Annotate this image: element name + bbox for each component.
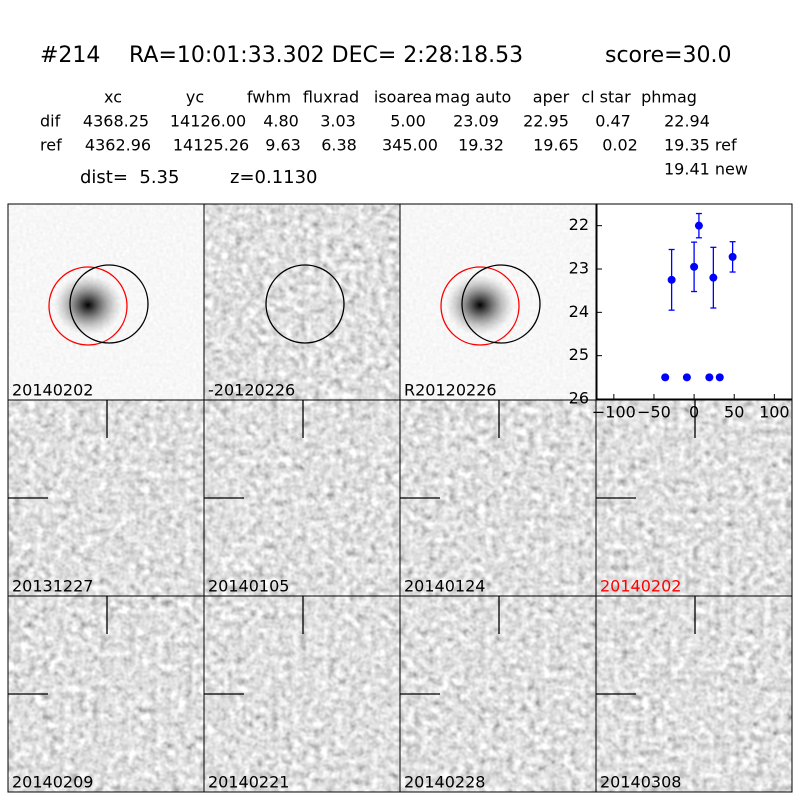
aperture	[69, 264, 149, 344]
aperture	[461, 264, 541, 344]
cell: 9.63	[265, 136, 301, 155]
cell: 345.00	[382, 136, 438, 155]
column-header: xc	[104, 88, 122, 107]
cell: 3.03	[320, 112, 356, 131]
point	[705, 373, 714, 382]
galaxy	[54, 275, 122, 335]
row-label: ref	[40, 136, 62, 155]
stamp-label: -20120226	[208, 381, 295, 400]
distance: dist= 5.35	[80, 167, 179, 188]
cell: 4362.96	[85, 136, 151, 155]
cell: 22.94	[664, 112, 710, 131]
stamp-image	[204, 204, 400, 400]
score: score=30.0	[605, 43, 732, 68]
cell: 22.95	[523, 112, 569, 131]
cell: 19.35 ref	[664, 136, 737, 155]
point	[667, 275, 676, 284]
cell: 14126.00	[170, 112, 246, 131]
stamp-label: 20140209	[12, 773, 93, 792]
stamp-label: 20131227	[12, 577, 93, 596]
x-tick-label: −100	[592, 403, 636, 422]
x-tick-label: 50	[724, 403, 744, 422]
stamp-label: 20140308	[600, 773, 681, 792]
column-header: mag auto	[435, 88, 512, 107]
point	[709, 273, 718, 282]
point	[728, 252, 737, 261]
y-tick-label: 25	[569, 345, 589, 364]
coordinates: RA=10:01:33.302 DEC= 2:28:18.53	[129, 43, 523, 68]
stamp-label: 20140202	[12, 381, 93, 400]
cell: 4368.25	[83, 112, 149, 131]
new-mag: 19.41 new	[664, 160, 748, 179]
aperture	[440, 266, 520, 346]
cell: 4.80	[263, 112, 299, 131]
cell: 0.47	[595, 112, 631, 131]
redshift: z=0.1130	[230, 167, 318, 188]
point	[694, 221, 703, 230]
stamp-frame	[595, 595, 793, 793]
point	[661, 373, 670, 382]
x-tick-label: 0	[689, 403, 699, 422]
cell: 6.38	[321, 136, 357, 155]
column-header: cl star	[581, 88, 631, 107]
stamp-label: R20120226	[404, 381, 497, 400]
aperture	[48, 266, 128, 346]
point	[690, 262, 699, 271]
cell: 5.00	[390, 112, 426, 131]
column-header: yc	[186, 88, 204, 107]
column-header: aper	[533, 88, 570, 107]
stamp-label: 20140124	[404, 577, 485, 596]
aperture	[265, 264, 345, 344]
stamp-label: 20140221	[208, 773, 289, 792]
plot-area	[596, 203, 793, 400]
stamp-label: 20140202	[600, 577, 681, 596]
y-tick-label: 23	[569, 259, 589, 278]
galaxy	[446, 275, 514, 335]
cell: 19.65	[533, 136, 579, 155]
point	[682, 373, 691, 382]
stamp-label: 20140228	[404, 773, 485, 792]
column-header: fwhm	[247, 88, 291, 107]
cell: 23.09	[453, 112, 499, 131]
cell: 14125.26	[173, 136, 249, 155]
column-header: fluxrad	[303, 88, 359, 107]
point	[715, 373, 724, 382]
column-header: isoarea	[374, 88, 432, 107]
column-header: phmag	[641, 88, 697, 107]
x-tick-label: 100	[759, 403, 790, 422]
cell: 19.32	[458, 136, 504, 155]
y-tick-label: 26	[569, 389, 589, 408]
x-tick-label: −50	[637, 403, 671, 422]
y-tick-label: 24	[569, 302, 589, 321]
row-label: dif	[40, 112, 61, 131]
y-tick-label: 22	[569, 215, 589, 234]
cell: 0.02	[602, 136, 638, 155]
stamp-label: 20140105	[208, 577, 289, 596]
candidate-id: #214	[40, 43, 100, 68]
